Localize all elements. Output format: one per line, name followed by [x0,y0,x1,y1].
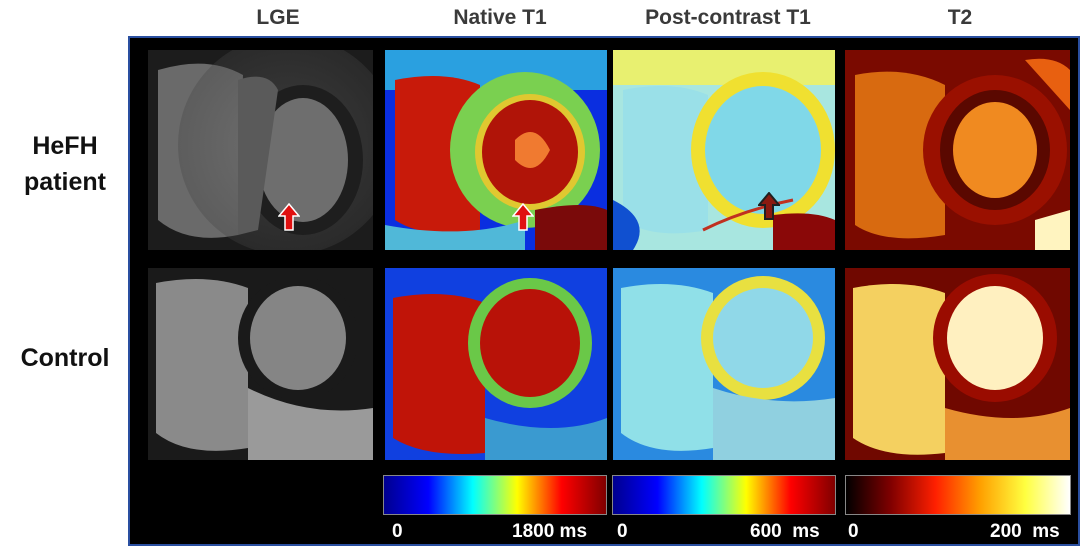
colorbar-t2 [845,475,1071,515]
tile-native-t1-patient [385,50,607,250]
column-title-t2: T2 [947,6,973,29]
tile-t2-patient [845,50,1070,250]
row-label-control: Control [20,344,110,372]
colorbar-native-t1 [383,475,607,515]
tile-t2-control [845,268,1070,460]
colorbar-t2-max: 200 ms [990,521,1060,542]
colorbar-post-contrast-t1-max: 600 ms [750,521,820,542]
column-title-post-contrast-t1: Post-contrast T1 [645,6,811,29]
colorbar-native-t1-max: 1800 ms [512,521,588,542]
tile-native-t1-control [385,268,607,460]
tile-post-contrast-t1-patient [613,50,835,250]
row-label-hefh-patient: HeFH patient [0,128,130,200]
colorbar-native-t1-min: 0 [392,521,403,542]
colorbar-t2-min: 0 [848,521,859,542]
arrow-icon-lge [278,203,300,231]
row-label-hefh-text: HeFH patient [24,132,106,196]
colorbar-post-contrast-t1-min: 0 [617,521,628,542]
arrow-icon-native-t1 [512,203,534,231]
column-title-native-t1: Native T1 [453,6,547,29]
column-title-lge: LGE [256,6,300,29]
tile-lge-patient [148,50,373,250]
tile-post-contrast-t1-control [613,268,835,460]
tile-lge-control [148,268,373,460]
arrow-icon-post-contrast-t1 [758,192,780,220]
colorbar-post-contrast-t1 [612,475,836,515]
